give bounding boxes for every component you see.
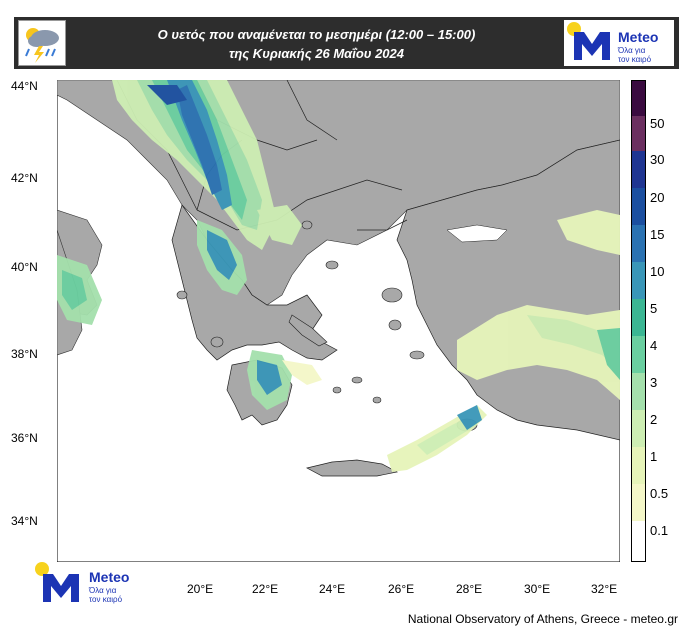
logo-tagline-1: Όλα για (617, 46, 646, 55)
cbar-label-3: 3 (650, 375, 658, 390)
cbar-swatch-7 (632, 262, 645, 299)
cbar-label-1: 1 (650, 449, 658, 464)
cbar-label-0-1: 0.1 (650, 523, 669, 538)
cbar-label-0-5: 0.5 (650, 486, 669, 501)
meteo-logo-bottom: Meteo Όλα για τον καιρό (33, 560, 143, 608)
cbar-swatch-0 (632, 521, 645, 561)
lon-label-30: 30°E (524, 582, 551, 596)
lon-label-32: 32°E (591, 582, 618, 596)
lat-label-42: 42°N (11, 171, 38, 185)
meteo-logo: Meteo Όλα για τον καιρό (564, 20, 674, 66)
logo-bottom-tagline-1: Όλα για (88, 586, 117, 595)
source-credit: National Observatory of Athens, Greece -… (407, 612, 678, 626)
lon-label-20: 20°E (187, 582, 214, 596)
cbar-label-10: 10 (650, 264, 665, 279)
cbar-label-20: 20 (650, 190, 665, 205)
rain-storm-icon (18, 20, 66, 66)
cbar-swatch-10 (632, 151, 645, 188)
cbar-label-5: 5 (650, 301, 658, 316)
marmara-sea (446, 224, 508, 243)
lat-label-40: 40°N (11, 260, 38, 274)
cbar-swatch-6 (632, 299, 645, 336)
cbar-label-4: 4 (650, 338, 658, 353)
precipitation-map (52, 79, 621, 567)
lon-label-24: 24°E (319, 582, 346, 596)
lon-label-28: 28°E (456, 582, 483, 596)
map-title-line2: της Κυριακής 26 Μαΐου 2024 (229, 46, 404, 61)
lat-label-38: 38°N (11, 347, 38, 361)
lon-label-26: 26°E (388, 582, 415, 596)
cbar-label-15: 15 (650, 227, 665, 242)
cbar-swatch-8 (632, 225, 645, 262)
lon-label-22: 22°E (252, 582, 279, 596)
lat-label-34: 34°N (11, 514, 38, 528)
map-title-line1: Ο υετός που αναμένεται το μεσημέρι (12:0… (157, 27, 476, 42)
cbar-swatch-1 (632, 484, 645, 521)
lat-label-36: 36°N (11, 431, 38, 445)
precip-colorbar (631, 80, 646, 562)
cbar-label-30: 30 (650, 152, 665, 167)
euboea-island (288, 314, 328, 347)
precip-overlay (57, 80, 620, 472)
crete-island (306, 459, 399, 477)
logo-bottom-tagline-2: τον καιρό (89, 595, 123, 604)
cbar-swatch-12 (632, 81, 645, 116)
logo-brand-text: Meteo (618, 29, 658, 45)
cbar-swatch-3 (632, 410, 645, 447)
cbar-swatch-11 (632, 116, 645, 151)
cbar-swatch-5 (632, 336, 645, 373)
cbar-label-2: 2 (650, 412, 658, 427)
cbar-label-50: 50 (650, 116, 665, 131)
cbar-swatch-2 (632, 447, 645, 484)
logo-tagline-2: τον καιρό (618, 55, 652, 64)
cbar-swatch-4 (632, 373, 645, 410)
cbar-swatch-9 (632, 188, 645, 225)
logo-bottom-brand: Meteo (89, 569, 129, 585)
header-banner: Ο υετός που αναμένεται το μεσημέρι (12:0… (14, 17, 679, 69)
lat-label-44: 44°N (11, 79, 38, 93)
